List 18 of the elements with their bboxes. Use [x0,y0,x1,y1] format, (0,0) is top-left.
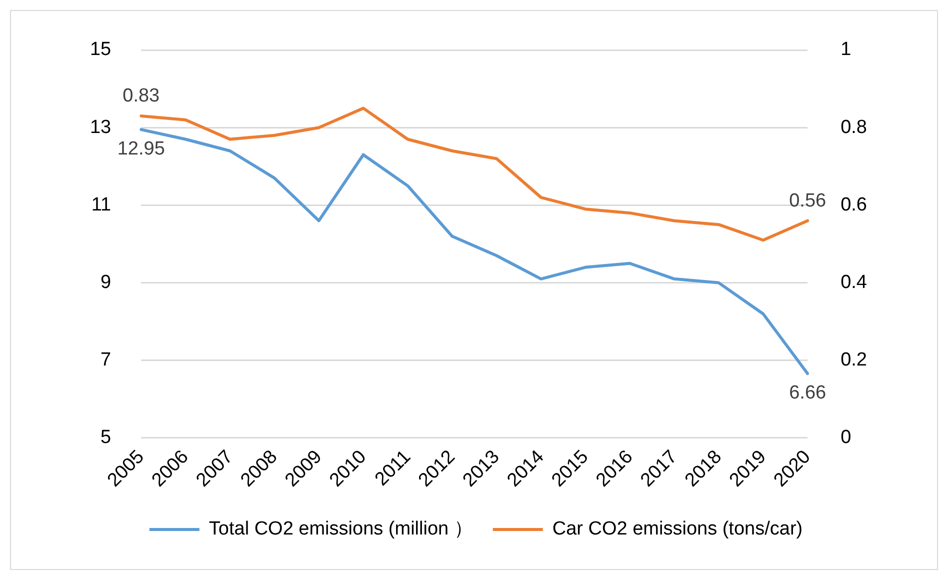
y2-tick-label: 0.6 [840,194,868,216]
data-label: 0.83 [122,86,160,107]
data-label: 12.95 [117,138,165,160]
y2-tick-label: 0 [840,427,852,448]
data-label: 0.56 [789,190,826,212]
y2-tick-label: 0.2 [840,350,868,371]
y-tick-label: 5 [100,427,112,448]
y-tick-label: 11 [91,194,112,216]
legend-label: Car CO2 emissions (tons/car) [552,518,803,540]
y-tick-label: 7 [100,350,112,371]
y2-tick-label: 0.8 [840,116,868,138]
y-tick-label: 9 [100,272,112,294]
y2-tick-label: 1 [840,39,852,60]
y-tick-label: 13 [90,116,112,138]
y2-tick-label: 0.4 [840,272,868,294]
legend-label: Total CO2 emissions (million ） [208,518,473,540]
y-tick-label: 15 [90,39,112,60]
data-label: 6.66 [789,382,826,404]
